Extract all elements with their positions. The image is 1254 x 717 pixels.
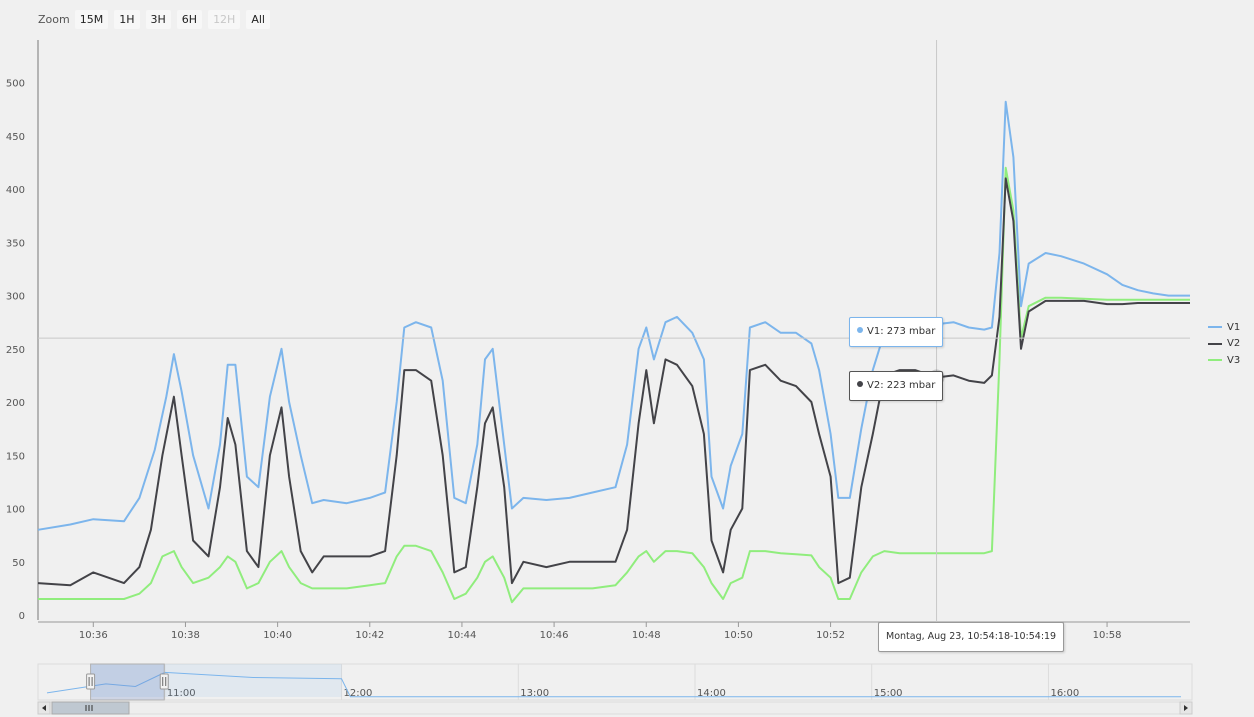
- scroll-right-button[interactable]: [1179, 701, 1193, 715]
- navigator-tick-label: 14:00: [697, 688, 726, 699]
- legend-label-v3: V3: [1227, 354, 1241, 366]
- y-tick-label: 250: [6, 345, 25, 356]
- tooltip-v1-text: V1: 273 mbar: [867, 326, 936, 337]
- x-tick-label: 10:48: [632, 630, 661, 641]
- series-line-v1: [37, 100, 1190, 531]
- y-tick-label: 450: [6, 132, 25, 143]
- tooltip-v1: V1: 273 mbar: [849, 317, 944, 347]
- x-tick-label: 10:50: [724, 630, 753, 641]
- navigator-series: [46, 671, 1181, 698]
- x-tick-label: 10:42: [355, 630, 384, 641]
- legend-item-v1[interactable]: V1: [1208, 319, 1240, 336]
- scrollbar-thumb: [51, 701, 130, 715]
- navigator-handle-left[interactable]: [86, 673, 96, 690]
- legend-label-v1: V1: [1227, 321, 1241, 333]
- series-line-v2: [37, 177, 1190, 587]
- y-tick-label: 100: [6, 505, 25, 516]
- legend-swatch-v1: [1208, 326, 1222, 329]
- legend-swatch-v2: [1208, 342, 1222, 345]
- legend-item-v3[interactable]: V3: [1208, 352, 1240, 369]
- tooltip-v2-dot: [857, 381, 863, 387]
- tooltip-date-text: Montag, Aug 23, 10:54:18-10:54:19: [886, 631, 1057, 642]
- navigator-area: [90, 664, 342, 697]
- tooltip-date: Montag, Aug 23, 10:54:18-10:54:19: [878, 622, 1065, 652]
- y-tick-label: 50: [12, 558, 25, 569]
- y-tick-label: 500: [6, 79, 25, 90]
- zoom-all-button[interactable]: All: [246, 9, 270, 29]
- tooltip-v2: V2: 223 mbar: [849, 371, 944, 401]
- zoom-3h-button[interactable]: 3H: [145, 9, 171, 29]
- scrollbar[interactable]: [37, 701, 1193, 715]
- legend-item-v2[interactable]: V2: [1208, 336, 1240, 353]
- navigator-tick-label: 16:00: [1050, 688, 1079, 699]
- navigator-selection: [90, 663, 165, 701]
- x-tick-label: 10:40: [263, 630, 292, 641]
- navigator-tick-label: 15:00: [874, 688, 903, 699]
- legend: V1 V2 V3: [1208, 319, 1240, 369]
- plot-area: [37, 100, 1190, 604]
- handle-body: [159, 673, 169, 690]
- zoom-12h-button: 12H: [208, 9, 241, 29]
- legend-label-v2: V2: [1227, 338, 1241, 350]
- x-tick-label: 10:52: [816, 630, 845, 641]
- handle-body: [86, 673, 96, 690]
- navigator-handle-right[interactable]: [159, 673, 169, 690]
- chevron-right-icon: [1184, 705, 1188, 711]
- scrollbar-track: [37, 701, 1193, 715]
- series-line-v3: [38, 166, 1190, 604]
- y-tick-label: 200: [6, 398, 25, 409]
- y-tick-label: 400: [6, 185, 25, 196]
- x-tick-label: 10:58: [1093, 630, 1122, 641]
- x-tick-label: 10:38: [171, 630, 200, 641]
- scroll-left-button[interactable]: [37, 701, 51, 715]
- navigator-tick-label: 11:00: [167, 688, 196, 699]
- zoom-1h-button[interactable]: 1H: [114, 9, 140, 29]
- navigator-background: [37, 663, 1193, 701]
- navigator-tick-label: 13:00: [520, 688, 549, 699]
- zoom-6h-button[interactable]: 6H: [176, 9, 203, 29]
- y-tick-label: 0: [19, 611, 25, 622]
- y-tick-label: 350: [6, 238, 25, 249]
- legend-swatch-v3: [1208, 359, 1222, 362]
- y-tick-label: 300: [6, 292, 25, 303]
- tooltip-v2-text: V2: 223 mbar: [867, 380, 936, 391]
- x-tick-label: 10:46: [540, 630, 569, 641]
- x-tick-label: 10:36: [79, 630, 108, 641]
- y-axis: 0 50 100 150 200 250 300 350 400 450 500: [6, 40, 39, 622]
- x-tick-label: 10:44: [448, 630, 477, 641]
- chevron-left-icon: [42, 705, 46, 711]
- zoom-bar: Zoom 15M 1H 3H 6H 12H All: [38, 9, 276, 29]
- navigator[interactable]: 11:00 12:00 13:00 14:00 15:00 16:00: [37, 663, 1193, 715]
- y-tick-label: 150: [6, 451, 25, 462]
- navigator-tick-label: 12:00: [344, 688, 373, 699]
- tooltip-v1-dot: [857, 327, 863, 333]
- zoom-15m-button[interactable]: 15M: [74, 9, 109, 29]
- zoom-label: Zoom: [38, 12, 70, 26]
